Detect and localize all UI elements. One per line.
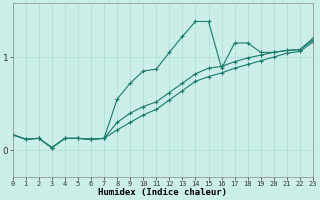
X-axis label: Humidex (Indice chaleur): Humidex (Indice chaleur) xyxy=(98,188,227,197)
